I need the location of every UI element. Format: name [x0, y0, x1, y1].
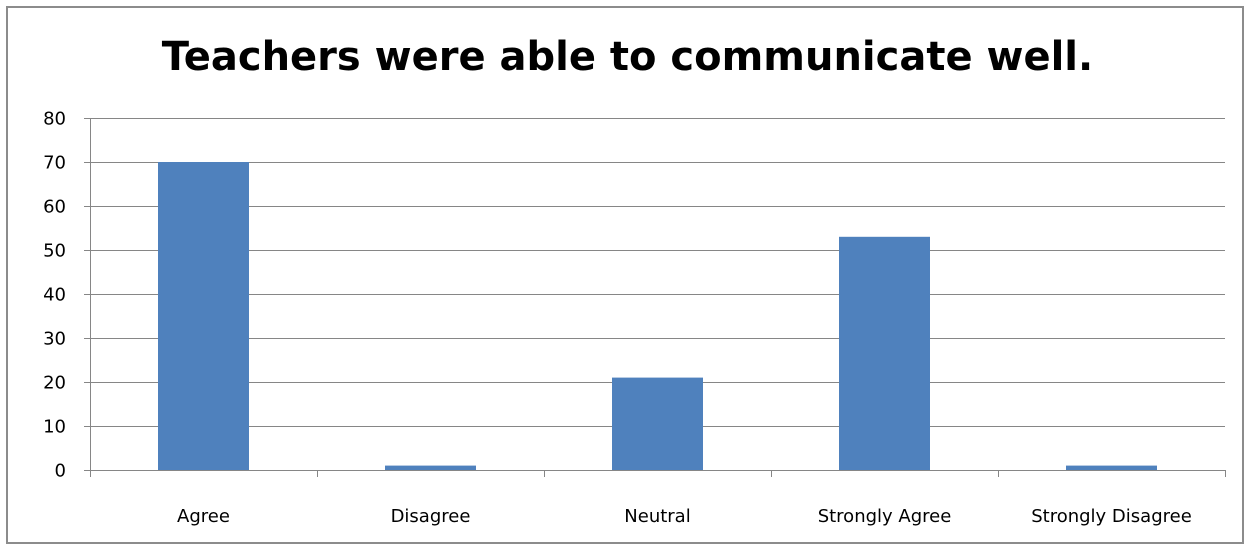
- y-tick-labels: 0 10 20 30 40 50 60 70 80: [43, 109, 66, 482]
- bars: [158, 162, 1157, 470]
- bar-disagree: [385, 465, 476, 470]
- y-tick-label: 30: [43, 329, 66, 350]
- x-tick-label: Strongly Agree: [818, 506, 952, 527]
- y-tick-label: 50: [43, 241, 66, 262]
- y-tick-label: 80: [43, 109, 66, 130]
- bar-agree: [158, 162, 249, 470]
- x-tick-label: Agree: [177, 506, 230, 527]
- bar-strongly-disagree: [1066, 465, 1157, 470]
- x-tick-label: Strongly Disagree: [1031, 506, 1192, 527]
- y-tick-label: 10: [43, 417, 66, 438]
- y-tick-label: 20: [43, 373, 66, 394]
- gridlines: [90, 118, 1225, 427]
- x-tick-labels: Agree Disagree Neutral Strongly Agree Strong…: [177, 506, 1192, 527]
- x-tick-label: Neutral: [624, 506, 690, 527]
- bar-neutral: [612, 377, 703, 470]
- y-tick-label: 40: [43, 285, 66, 306]
- bar-strongly-agree: [839, 236, 930, 470]
- y-tick-label: 0: [55, 461, 66, 482]
- y-tick-label: 70: [43, 153, 66, 174]
- axes: [84, 118, 1226, 477]
- y-tick-label: 60: [43, 197, 66, 218]
- chart-title: Teachers were able to communicate well.: [161, 34, 1094, 80]
- x-tick-label: Disagree: [391, 506, 471, 527]
